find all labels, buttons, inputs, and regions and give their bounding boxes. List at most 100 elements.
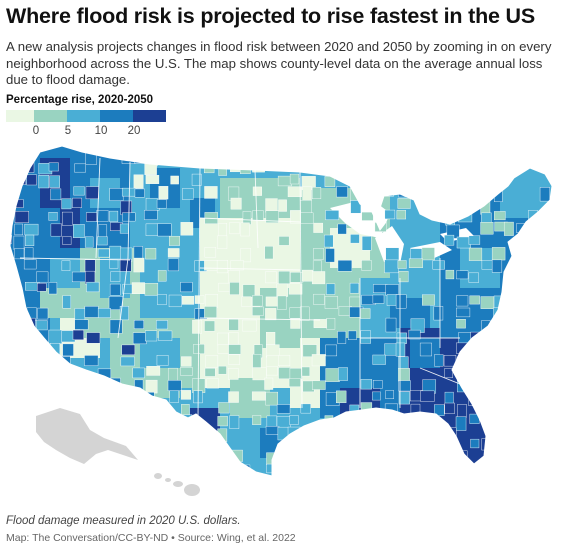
county-cell [145, 223, 159, 236]
county-cell [385, 284, 399, 296]
county-cell [182, 188, 194, 200]
county-cell [313, 248, 324, 260]
county-cell [13, 152, 24, 166]
county-cell [338, 367, 348, 381]
county-cell [372, 499, 385, 508]
county-cell [277, 426, 289, 441]
county-cell [156, 499, 168, 510]
county-cell [564, 426, 570, 436]
county-cell [288, 439, 301, 454]
county-cell [384, 259, 399, 274]
county-cell [565, 162, 570, 173]
county-cell [540, 367, 552, 382]
county-cell [421, 247, 435, 261]
county-cell [180, 281, 193, 293]
county-cell [26, 440, 39, 455]
county-cell [157, 223, 172, 237]
county-cell [324, 477, 334, 488]
county-cell [481, 150, 494, 165]
county-cell [347, 414, 357, 429]
county-cell [74, 308, 86, 320]
county-cell [204, 260, 218, 271]
county-cell [504, 378, 518, 388]
county-cell [254, 499, 267, 510]
county-cell [241, 296, 252, 307]
county-cell [360, 308, 371, 319]
county-cell [181, 356, 192, 367]
county-cell [36, 320, 48, 331]
county-cell [468, 247, 483, 261]
county-cell [375, 489, 388, 499]
county-cell [204, 487, 212, 498]
county-cell [398, 426, 411, 438]
county-cell [458, 149, 470, 160]
county-cell [324, 438, 336, 452]
county-cell [372, 380, 383, 389]
county-cell [506, 356, 521, 369]
county-cell [434, 200, 445, 212]
legend-color-scale [6, 110, 166, 122]
county-cell [156, 438, 168, 452]
county-cell [278, 270, 291, 284]
county-cell [565, 486, 570, 496]
county-cell [530, 392, 543, 404]
county-cell [288, 283, 303, 295]
county-cell [516, 146, 525, 151]
county-cell [553, 318, 565, 330]
county-cell [384, 413, 394, 424]
county-cell [446, 146, 458, 147]
county-cell [180, 367, 193, 376]
county-cell [96, 210, 109, 222]
county-cell [432, 260, 445, 270]
county-cell [302, 344, 317, 357]
county-cell [229, 222, 240, 235]
county-cell [338, 475, 350, 476]
county-cell [240, 222, 250, 237]
county-cell [434, 404, 445, 416]
county-cell [445, 498, 455, 510]
county-cell [109, 259, 119, 269]
county-cell [313, 222, 324, 233]
county-cell [313, 293, 325, 305]
county-cell [37, 402, 49, 413]
county-cell [493, 307, 505, 319]
county-cell [266, 463, 275, 474]
county-cell [278, 451, 289, 461]
county-cell [542, 428, 552, 441]
county-cell [167, 380, 182, 391]
county-cell [37, 474, 50, 476]
county-cell [541, 403, 552, 417]
county-cell [181, 295, 195, 305]
county-cell [518, 392, 532, 402]
county-cell [191, 173, 202, 186]
county-cell [444, 402, 455, 414]
county-cell [290, 489, 303, 502]
county-cell [146, 366, 161, 376]
county-cell [204, 162, 215, 174]
county-cell [493, 390, 505, 400]
county-cell [361, 236, 372, 251]
county-cell [506, 151, 516, 161]
county-cell [325, 368, 340, 382]
county-cell [299, 306, 310, 321]
county-cell [469, 198, 479, 210]
county-cell [302, 269, 313, 282]
county-cell [49, 175, 60, 188]
county-cell [421, 200, 434, 215]
county-cell [456, 307, 471, 318]
county-cell [180, 222, 194, 236]
county-cell [337, 331, 347, 344]
county-cell [493, 342, 504, 355]
county-cell [38, 355, 50, 366]
county-cell [371, 186, 384, 198]
county-cell [278, 501, 290, 509]
county-cell [265, 271, 277, 284]
county-cell [445, 269, 455, 280]
county-cell [552, 368, 560, 376]
legend-swatch-2 [34, 110, 67, 122]
county-cell [51, 498, 62, 510]
county-cell [61, 260, 71, 271]
county-cell [277, 175, 293, 187]
county-cell [410, 403, 421, 418]
county-cell [109, 452, 121, 462]
